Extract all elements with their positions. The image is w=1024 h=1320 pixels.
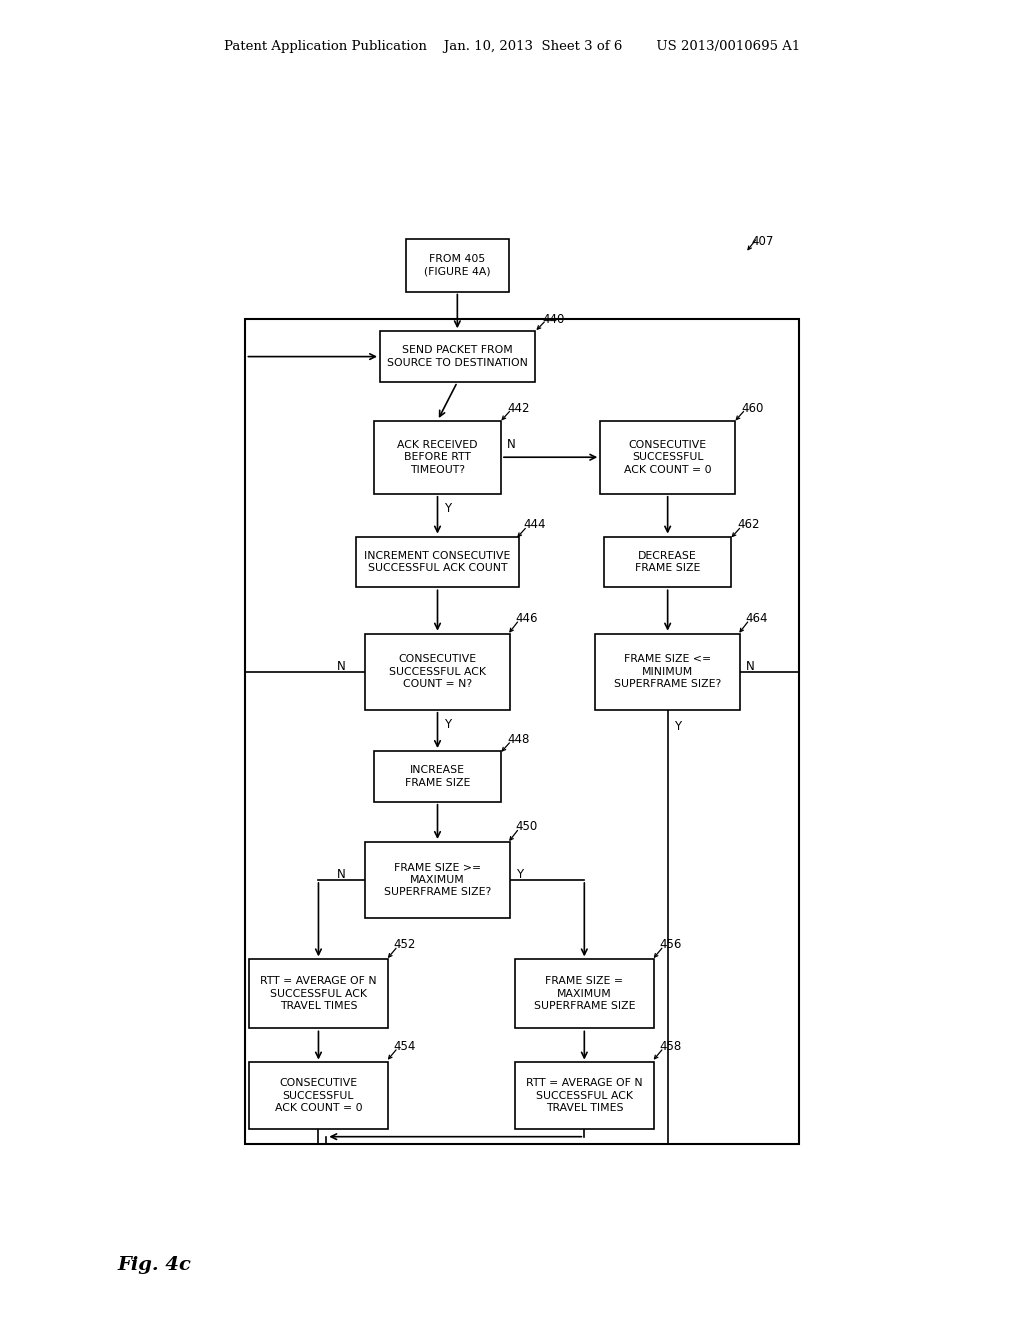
FancyBboxPatch shape (249, 960, 388, 1028)
Text: CONSECUTIVE
SUCCESSFUL
ACK COUNT = 0: CONSECUTIVE SUCCESSFUL ACK COUNT = 0 (624, 440, 712, 475)
FancyBboxPatch shape (366, 634, 510, 710)
Text: FRAME SIZE <=
MINIMUM
SUPERFRAME SIZE?: FRAME SIZE <= MINIMUM SUPERFRAME SIZE? (614, 655, 721, 689)
Text: Patent Application Publication    Jan. 10, 2013  Sheet 3 of 6        US 2013/001: Patent Application Publication Jan. 10, … (224, 40, 800, 53)
FancyBboxPatch shape (249, 1063, 388, 1129)
Text: DECREASE
FRAME SIZE: DECREASE FRAME SIZE (635, 550, 700, 573)
FancyBboxPatch shape (595, 634, 740, 710)
Text: INCREASE
FRAME SIZE: INCREASE FRAME SIZE (404, 766, 470, 788)
Text: 442: 442 (507, 401, 529, 414)
Text: N: N (507, 438, 516, 451)
Text: 448: 448 (507, 733, 529, 746)
Text: 460: 460 (741, 401, 764, 414)
FancyBboxPatch shape (604, 536, 731, 587)
Text: INCREMENT CONSECUTIVE
SUCCESSFUL ACK COUNT: INCREMENT CONSECUTIVE SUCCESSFUL ACK COU… (365, 550, 511, 573)
Text: FROM 405
(FIGURE 4A): FROM 405 (FIGURE 4A) (424, 253, 490, 276)
Text: N: N (337, 869, 345, 882)
Text: CONSECUTIVE
SUCCESSFUL ACK
COUNT = N?: CONSECUTIVE SUCCESSFUL ACK COUNT = N? (389, 655, 486, 689)
Text: 444: 444 (523, 519, 546, 532)
Text: 464: 464 (745, 612, 768, 624)
Text: 450: 450 (515, 820, 538, 833)
Text: Y: Y (674, 719, 681, 733)
Text: 452: 452 (394, 939, 416, 952)
FancyBboxPatch shape (515, 960, 653, 1028)
Text: 454: 454 (394, 1040, 416, 1053)
Text: SEND PACKET FROM
SOURCE TO DESTINATION: SEND PACKET FROM SOURCE TO DESTINATION (387, 346, 527, 368)
FancyBboxPatch shape (356, 536, 519, 587)
Text: N: N (337, 660, 345, 673)
FancyBboxPatch shape (366, 842, 510, 919)
FancyBboxPatch shape (600, 421, 735, 494)
FancyBboxPatch shape (380, 331, 535, 381)
Text: Y: Y (443, 718, 451, 731)
Text: 462: 462 (737, 519, 760, 532)
Text: FRAME SIZE >=
MAXIMUM
SUPERFRAME SIZE?: FRAME SIZE >= MAXIMUM SUPERFRAME SIZE? (384, 863, 492, 898)
Text: 456: 456 (659, 939, 682, 952)
Text: FRAME SIZE =
MAXIMUM
SUPERFRAME SIZE: FRAME SIZE = MAXIMUM SUPERFRAME SIZE (534, 977, 635, 1011)
Bar (246, 319, 799, 1144)
Text: 446: 446 (515, 612, 538, 624)
Text: RTT = AVERAGE OF N
SUCCESSFUL ACK
TRAVEL TIMES: RTT = AVERAGE OF N SUCCESSFUL ACK TRAVEL… (260, 977, 377, 1011)
FancyBboxPatch shape (406, 239, 509, 292)
Text: N: N (746, 660, 755, 673)
Text: Y: Y (516, 869, 523, 882)
FancyBboxPatch shape (515, 1063, 653, 1129)
Text: 407: 407 (751, 235, 773, 248)
FancyBboxPatch shape (374, 421, 501, 494)
Text: RTT = AVERAGE OF N
SUCCESSFUL ACK
TRAVEL TIMES: RTT = AVERAGE OF N SUCCESSFUL ACK TRAVEL… (526, 1078, 643, 1113)
FancyBboxPatch shape (374, 751, 501, 801)
Text: Fig. 4c: Fig. 4c (118, 1255, 191, 1274)
Text: CONSECUTIVE
SUCCESSFUL
ACK COUNT = 0: CONSECUTIVE SUCCESSFUL ACK COUNT = 0 (274, 1078, 362, 1113)
Text: Y: Y (443, 502, 451, 515)
Text: 458: 458 (659, 1040, 682, 1053)
Text: 440: 440 (543, 313, 564, 326)
Text: ACK RECEIVED
BEFORE RTT
TIMEOUT?: ACK RECEIVED BEFORE RTT TIMEOUT? (397, 440, 478, 475)
